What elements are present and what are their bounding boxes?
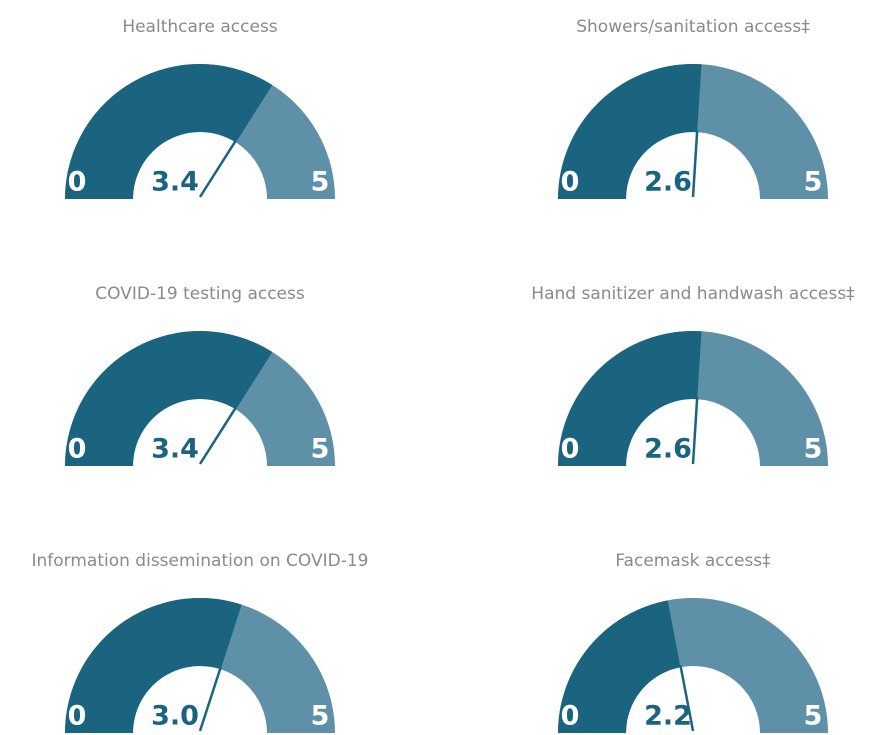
gauge-needle xyxy=(198,406,237,465)
gauge-title: COVID-19 testing access xyxy=(95,284,305,304)
gauge-value-arc xyxy=(558,64,702,199)
gauge-needle xyxy=(198,666,222,732)
gauge-value-arc xyxy=(558,331,702,466)
gauge-value-label: 2.6 xyxy=(644,167,692,198)
gauge-max-label: 5 xyxy=(311,701,330,732)
gauge-value-label: 3.0 xyxy=(151,701,199,732)
gauge-value-label: 3.4 xyxy=(151,434,199,465)
gauge-min-label: 0 xyxy=(561,701,580,732)
gauge-min-label: 0 xyxy=(561,434,580,465)
gauge-value-label: 2.2 xyxy=(644,701,692,732)
gauge-min-label: 0 xyxy=(68,434,87,465)
gauge-title: Healthcare access xyxy=(122,17,277,37)
gauge-title: Facemask access‡ xyxy=(615,551,771,571)
gauge-min-label: 0 xyxy=(68,701,87,732)
gauge-max-label: 5 xyxy=(804,701,823,732)
gauge-min-label: 0 xyxy=(561,167,580,198)
gauge-max-label: 5 xyxy=(311,167,330,198)
gauge-value-arc xyxy=(65,64,273,199)
gauge-title: Hand sanitizer and handwash access‡ xyxy=(531,284,855,304)
gauge-min-label: 0 xyxy=(68,167,87,198)
gauge-value-label: 2.6 xyxy=(644,434,692,465)
gauge-max-label: 5 xyxy=(311,434,330,465)
gauge-needle xyxy=(198,139,237,198)
gauge-title: Showers/sanitation access‡ xyxy=(576,17,810,37)
gauge-needle xyxy=(679,664,695,732)
gauge-value-arc xyxy=(65,331,273,466)
gauge-title: Information dissemination on COVID-19 xyxy=(32,551,369,571)
gauge-value-arc xyxy=(558,600,681,733)
gauge-needle xyxy=(691,130,699,198)
gauge-max-label: 5 xyxy=(804,167,823,198)
gauge-value-label: 3.4 xyxy=(151,167,199,198)
gauge-needle xyxy=(691,397,699,465)
gauge-max-label: 5 xyxy=(804,434,823,465)
gauge-value-arc xyxy=(65,598,242,733)
